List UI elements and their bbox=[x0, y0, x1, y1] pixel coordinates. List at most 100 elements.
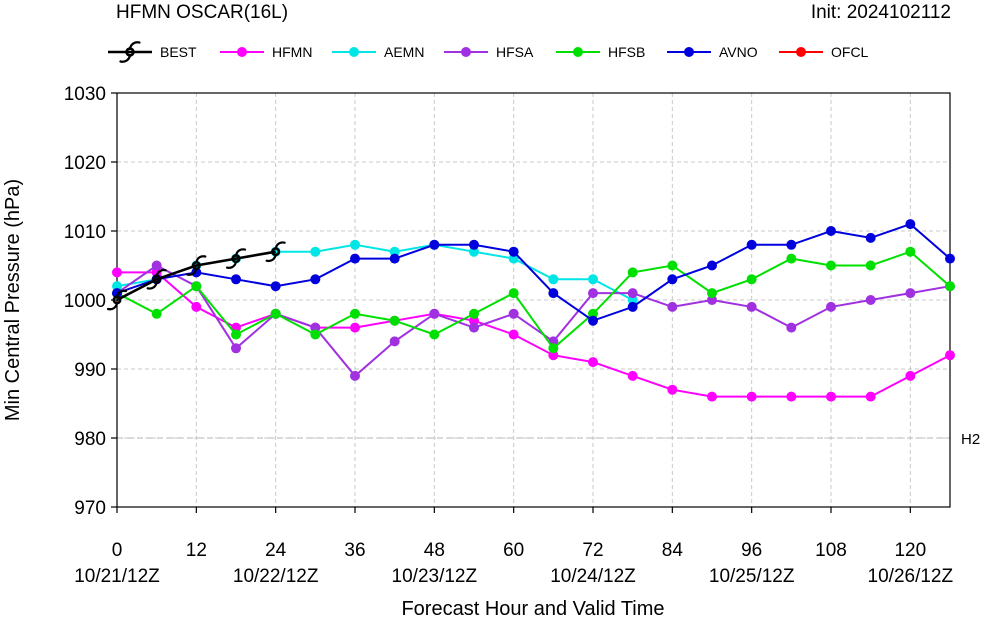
x-tick-label: 36 bbox=[344, 540, 365, 561]
x-tick-label: 84 bbox=[662, 540, 684, 561]
x-date-label: 10/23/12Z bbox=[392, 566, 478, 587]
data-point-hfsb bbox=[270, 308, 281, 319]
x-date-label: 10/26/12Z bbox=[868, 566, 954, 587]
data-point-hfsa bbox=[588, 288, 598, 299]
data-point-hfsa bbox=[151, 260, 162, 271]
data-point-hfsb bbox=[310, 329, 321, 340]
data-point-avno bbox=[508, 246, 519, 257]
series-line-hfsa bbox=[116, 264, 951, 378]
data-point-hfmn bbox=[865, 391, 876, 402]
data-point-avno bbox=[270, 281, 281, 292]
reference-lines: H2 bbox=[117, 431, 980, 448]
data-point-aemn bbox=[508, 253, 519, 264]
data-point-hfmn bbox=[191, 301, 202, 312]
data-point-avno bbox=[667, 274, 678, 285]
series-best bbox=[106, 241, 286, 311]
data-point-avno bbox=[786, 239, 797, 250]
data-point-avno bbox=[588, 315, 598, 326]
data-point-avno bbox=[707, 260, 717, 271]
legend-item-hfsa: HFSA bbox=[444, 44, 534, 60]
series-line-hfmn bbox=[117, 271, 951, 398]
data-point-hfmn bbox=[469, 315, 479, 326]
data-point-avno bbox=[945, 253, 955, 264]
data-point-hfsb bbox=[826, 260, 836, 271]
data-point-hfsb bbox=[469, 308, 479, 319]
data-point-hfsb bbox=[746, 274, 757, 285]
data-point-best bbox=[225, 248, 247, 269]
data-point-hfsa bbox=[389, 336, 400, 347]
data-point-hfmn bbox=[627, 370, 638, 381]
data-point-best bbox=[106, 289, 128, 311]
data-point-hfsa bbox=[627, 288, 638, 299]
data-point-hfmn bbox=[826, 391, 836, 402]
data-point-aemn bbox=[310, 246, 321, 257]
data-point-best bbox=[186, 255, 207, 276]
x-date-label: 10/21/12Z bbox=[74, 566, 160, 587]
legend-label-ofcl: OFCL bbox=[831, 44, 869, 60]
legend-marker-hfsa bbox=[461, 47, 471, 57]
series-line-best bbox=[116, 250, 276, 302]
legend-marker-ofcl bbox=[796, 47, 806, 57]
data-point-hfsb bbox=[508, 288, 519, 299]
legend-marker-best bbox=[119, 41, 141, 63]
x-date-label: 10/24/12Z bbox=[550, 566, 636, 587]
data-point-hfsb bbox=[429, 329, 440, 340]
data-point-hfsb bbox=[350, 308, 360, 319]
data-point-avno bbox=[112, 288, 122, 299]
data-point-hfsa bbox=[231, 343, 241, 354]
data-point-avno bbox=[469, 239, 479, 250]
x-tick-label: 108 bbox=[815, 540, 847, 561]
y-tick-label: 980 bbox=[74, 429, 106, 450]
legend-item-ofcl: OFCL bbox=[779, 44, 869, 60]
reference-line-label: H2 bbox=[961, 431, 980, 448]
data-point-hfsa bbox=[469, 322, 479, 333]
data-point-avno bbox=[310, 274, 321, 285]
data-point-hfmn bbox=[588, 357, 598, 368]
hurricane-arm-top bbox=[274, 241, 286, 250]
data-point-hfsb bbox=[191, 281, 202, 292]
data-point-hfsa bbox=[865, 295, 876, 305]
hurricane-arm-bottom bbox=[186, 267, 198, 276]
axes: 970 980 990 1000 1010 1020 1030 0 12 24 36 48 60 72 84… bbox=[64, 84, 954, 587]
hurricane-arm-top bbox=[155, 268, 167, 278]
data-point-hfsa bbox=[746, 301, 757, 312]
data-point-hfmn bbox=[945, 350, 955, 361]
legend-marker-hfmn bbox=[237, 47, 247, 57]
data-point-hfsa bbox=[310, 322, 321, 333]
data-point-avno bbox=[191, 267, 202, 278]
hurricane-arm-bottom bbox=[225, 260, 238, 269]
data-point-hfsb bbox=[945, 281, 955, 292]
hurricane-arm-top bbox=[115, 289, 128, 298]
data-point-hfsa bbox=[786, 322, 797, 333]
legend-label-hfmn: HFMN bbox=[272, 44, 312, 60]
data-point-hfmn bbox=[508, 329, 519, 340]
hurricane-arm-top bbox=[128, 41, 141, 50]
series-hfsb bbox=[112, 246, 955, 354]
y-tick-label: 1010 bbox=[64, 222, 106, 243]
data-point-hfmn bbox=[786, 391, 797, 402]
data-point-hfsb bbox=[627, 267, 638, 278]
legend-item-aemn: AEMN bbox=[332, 44, 424, 60]
data-point-hfsb bbox=[786, 253, 797, 264]
series-line-hfsb bbox=[116, 250, 951, 350]
data-point-avno bbox=[548, 288, 559, 299]
hurricane-arm-top bbox=[234, 248, 247, 257]
legend: BEST HFMN AEMN HFSA HFSB AVNO OFCL bbox=[108, 41, 869, 63]
legend-item-hfsb: HFSB bbox=[556, 44, 645, 60]
x-tick-label: 48 bbox=[424, 540, 445, 561]
data-point-hfsb bbox=[548, 343, 559, 354]
data-point-avno bbox=[746, 239, 757, 250]
series-layer bbox=[106, 219, 955, 402]
hurricane-arm-top bbox=[195, 255, 207, 264]
data-point-hfsa bbox=[826, 301, 836, 312]
data-point-avno bbox=[826, 226, 836, 236]
data-point-hfmn bbox=[707, 391, 717, 402]
x-date-label: 10/22/12Z bbox=[233, 566, 319, 587]
y-tick-label: 1000 bbox=[64, 291, 106, 312]
y-tick-label: 970 bbox=[74, 498, 106, 519]
data-point-hfsb bbox=[231, 329, 241, 340]
y-tick-label: 1030 bbox=[64, 84, 106, 105]
data-point-aemn bbox=[112, 281, 122, 292]
data-point-hfmn bbox=[667, 384, 678, 395]
data-point-hfsb bbox=[389, 315, 400, 326]
